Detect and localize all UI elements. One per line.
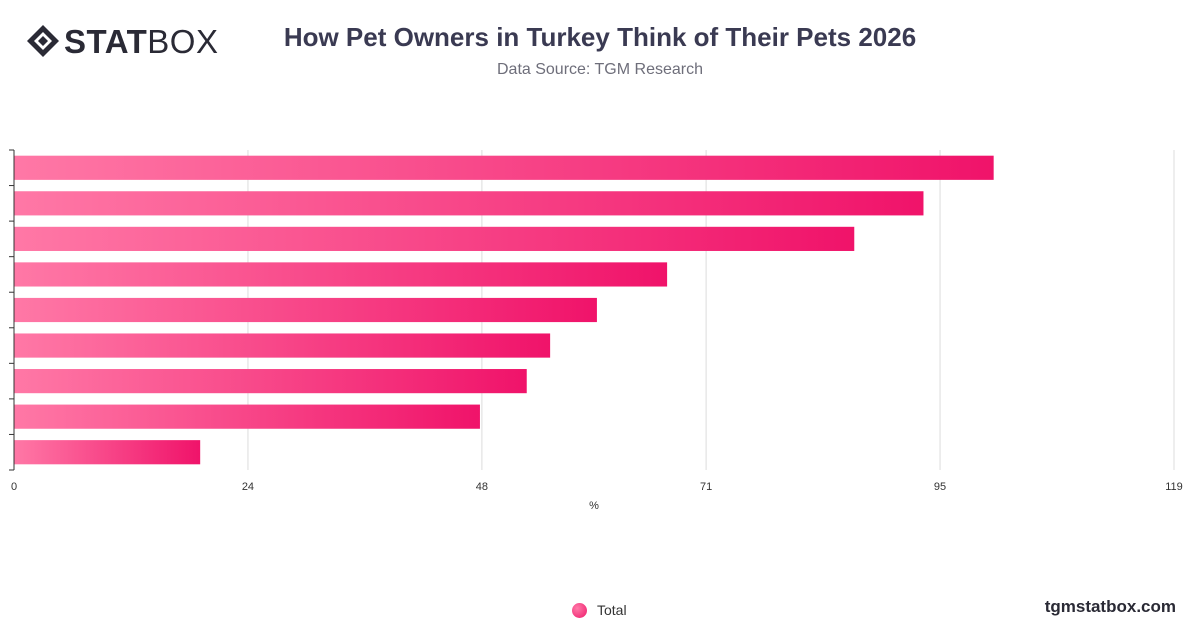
brand-url: tgmstatbox.com [1044,597,1176,616]
logo-wordmark: STATBOX [64,25,218,58]
bar-8[interactable] [14,404,480,429]
x-tick-label: 24 [242,481,254,493]
chart-subtitle: Data Source: TGM Research [496,61,703,78]
logo-wordmark-light: BOX [147,22,219,60]
legend[interactable]: Total [572,602,627,618]
bar-6[interactable] [14,333,551,358]
statbox-diamond-icon [27,25,59,57]
x-axis-title: % [589,500,599,512]
bar-4[interactable] [14,262,668,287]
x-tick-label: 48 [476,481,488,493]
legend-label: Total [597,602,627,618]
statbox-logo: STATBOX [26,22,218,60]
x-tick-label: 0 [11,481,17,493]
x-tick-label: 119 [1165,481,1183,493]
bar-9[interactable] [14,440,201,465]
legend-marker [572,602,587,618]
bar-3[interactable] [14,226,855,251]
x-tick-label: 95 [934,481,946,493]
bar-7[interactable] [14,369,527,394]
bar-5[interactable] [14,297,597,323]
x-tick-label: 71 [700,481,712,493]
bar-2[interactable] [14,191,924,216]
bar-1[interactable] [14,155,994,180]
chart-title: How Pet Owners in Turkey Think of Their … [283,22,917,52]
logo-wordmark-bold: STAT [64,22,148,60]
